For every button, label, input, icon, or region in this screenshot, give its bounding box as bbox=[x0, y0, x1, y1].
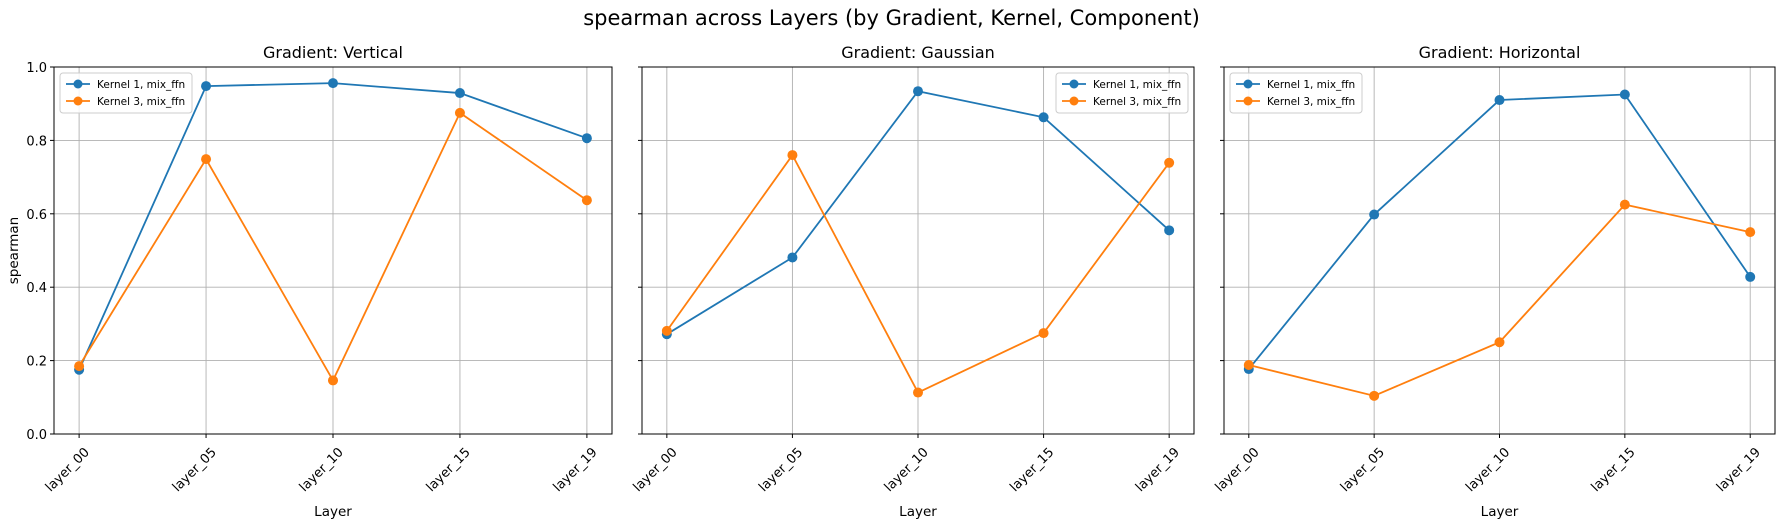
x-tick-label: layer_19 bbox=[1714, 445, 1764, 495]
data-point bbox=[328, 375, 338, 386]
y-tick-label: 0.0 bbox=[26, 428, 47, 443]
x-tick-label: layer_10 bbox=[297, 445, 347, 495]
legend-label: Kernel 3, mix_ffn bbox=[97, 96, 185, 108]
data-point bbox=[1038, 112, 1049, 123]
legend-label: Kernel 3, mix_ffn bbox=[1093, 96, 1181, 108]
legend-marker bbox=[73, 79, 83, 89]
x-tick-label: layer_15 bbox=[1589, 445, 1639, 495]
chart-panel-3: layer_00 layer_05 layer_10 layer_15 layer_19… bbox=[1213, 43, 1776, 520]
y-tick-label: 0.2 bbox=[26, 355, 47, 370]
data-point bbox=[328, 78, 338, 89]
x-tick-label: layer_00 bbox=[631, 445, 681, 495]
data-point bbox=[1369, 390, 1380, 401]
legend-label: Kernel 3, mix_ffn bbox=[1267, 96, 1355, 108]
figure-title: spearman across Layers (by Gradient, Ker… bbox=[583, 6, 1200, 30]
legend-marker bbox=[1069, 79, 1079, 89]
data-point bbox=[581, 133, 592, 144]
legend-label: Kernel 1, mix_ffn bbox=[1093, 79, 1181, 91]
x-axis-label: Layer bbox=[314, 504, 352, 520]
y-axis-label: spearman bbox=[6, 217, 22, 284]
data-point bbox=[201, 154, 212, 165]
data-point bbox=[913, 387, 923, 398]
x-tick-label: layer_10 bbox=[882, 445, 932, 495]
data-point bbox=[787, 150, 798, 161]
data-point bbox=[1369, 209, 1380, 220]
panel-title: Gradient: Horizontal bbox=[1419, 43, 1581, 62]
panel-title: Gradient: Vertical bbox=[263, 43, 403, 62]
legend-marker bbox=[73, 96, 83, 106]
data-point bbox=[454, 88, 465, 99]
x-tick-label: layer_05 bbox=[756, 445, 806, 495]
axes-frame bbox=[53, 66, 613, 435]
x-axis-label: Layer bbox=[899, 504, 937, 520]
data-point bbox=[1243, 360, 1254, 371]
x-tick-label: layer_05 bbox=[170, 445, 220, 495]
y-tick-label: 0.6 bbox=[26, 208, 47, 223]
axes-frame bbox=[641, 66, 1195, 435]
data-point bbox=[913, 86, 923, 97]
x-tick-label: layer_05 bbox=[1338, 445, 1388, 495]
legend-marker bbox=[1243, 79, 1253, 89]
y-tick-label: 0.8 bbox=[26, 134, 47, 149]
x-tick-label: layer_19 bbox=[1133, 445, 1183, 495]
data-point bbox=[74, 361, 85, 372]
x-tick-label: layer_00 bbox=[1213, 445, 1263, 495]
legend: Kernel 1, mix_ffn Kernel 3, mix_ffn bbox=[59, 72, 193, 114]
data-point bbox=[201, 81, 212, 92]
legend-marker bbox=[1069, 96, 1079, 106]
legend: Kernel 1, mix_ffn Kernel 3, mix_ffn bbox=[1055, 72, 1189, 114]
x-tick-label: layer_00 bbox=[43, 445, 93, 495]
x-tick-label: layer_15 bbox=[424, 445, 474, 495]
data-point bbox=[1745, 271, 1756, 282]
legend-marker bbox=[1243, 96, 1253, 106]
x-axis-label: Layer bbox=[1481, 504, 1519, 520]
data-point bbox=[1494, 95, 1505, 106]
x-tick-label: layer_15 bbox=[1007, 445, 1057, 495]
data-point bbox=[1745, 227, 1756, 238]
data-point bbox=[1619, 89, 1630, 100]
panel-title: Gradient: Gaussian bbox=[841, 43, 995, 62]
legend: Kernel 1, mix_ffn Kernel 3, mix_ffn bbox=[1229, 72, 1363, 114]
axes-frame bbox=[1223, 66, 1776, 435]
data-point bbox=[787, 252, 798, 263]
data-point bbox=[454, 107, 465, 118]
chart-panel-1: 0.0 0.2 0.4 0.6 0.8 1.0 layer_00 layer_05 layer_… bbox=[6, 43, 613, 520]
legend-box bbox=[59, 72, 193, 114]
data-point bbox=[1619, 199, 1630, 210]
data-point bbox=[1494, 337, 1505, 348]
data-point bbox=[1164, 157, 1175, 168]
data-point bbox=[581, 195, 592, 206]
y-tick-label: 1.0 bbox=[26, 61, 47, 76]
legend-box bbox=[1055, 72, 1189, 114]
x-tick-label: layer_10 bbox=[1463, 445, 1513, 495]
data-point bbox=[1164, 225, 1175, 236]
x-tick-label: layer_19 bbox=[551, 445, 601, 495]
y-tick-label: 0.4 bbox=[26, 281, 47, 296]
chart-panel-2: layer_00 layer_05 layer_10 layer_15 layer_19… bbox=[631, 43, 1195, 520]
legend-label: Kernel 1, mix_ffn bbox=[97, 79, 185, 91]
legend-box bbox=[1229, 72, 1363, 114]
legend-label: Kernel 1, mix_ffn bbox=[1267, 79, 1355, 91]
data-point bbox=[1038, 328, 1049, 339]
data-point bbox=[661, 325, 672, 336]
